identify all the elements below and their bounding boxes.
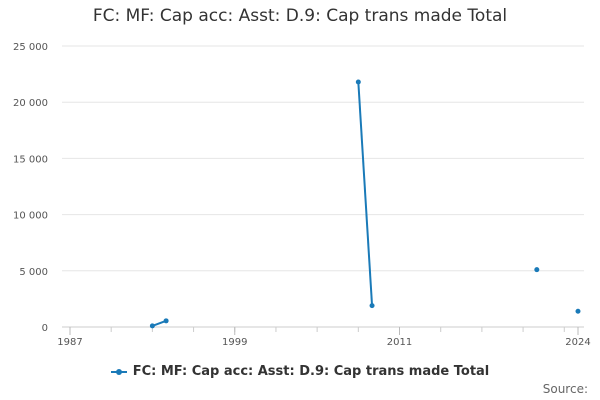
y-axis-ticks: 0 5 000 10 000 15 000 20 000 25 000 (13, 42, 48, 334)
x-tick-label: 2011 (387, 337, 412, 348)
y-tick-label: 10 000 (13, 211, 48, 222)
gridlines (62, 45, 584, 272)
legend-label: FC: MF: Cap acc: Asst: D.9: Cap trans ma… (132, 364, 490, 379)
data-point[interactable] (575, 308, 581, 314)
x-tick-label: 1999 (222, 337, 247, 348)
y-tick-label: 5 000 (19, 267, 48, 278)
data-point[interactable] (369, 303, 375, 309)
series-points (149, 79, 581, 329)
data-point[interactable] (534, 267, 540, 273)
y-tick-label: 25 000 (13, 42, 48, 53)
data-point[interactable] (149, 323, 155, 329)
y-tick-label: 20 000 (13, 98, 48, 109)
x-tick-label: 2024 (565, 337, 590, 348)
legend-swatch (110, 368, 127, 375)
x-tick-label: 1987 (57, 337, 82, 348)
data-point[interactable] (355, 79, 361, 85)
x-axis: 1987 1999 2011 2024 (57, 326, 591, 348)
source-label: Source: (542, 382, 588, 396)
legend[interactable]: FC: MF: Cap acc: Asst: D.9: Cap trans ma… (0, 364, 600, 379)
y-tick-label: 0 (42, 323, 48, 334)
y-tick-label: 15 000 (13, 154, 48, 165)
series-line-segment (357, 81, 374, 306)
series-lines (152, 81, 374, 327)
chart-title: FC: MF: Cap acc: Asst: D.9: Cap trans ma… (92, 6, 508, 26)
data-point[interactable] (163, 318, 169, 324)
